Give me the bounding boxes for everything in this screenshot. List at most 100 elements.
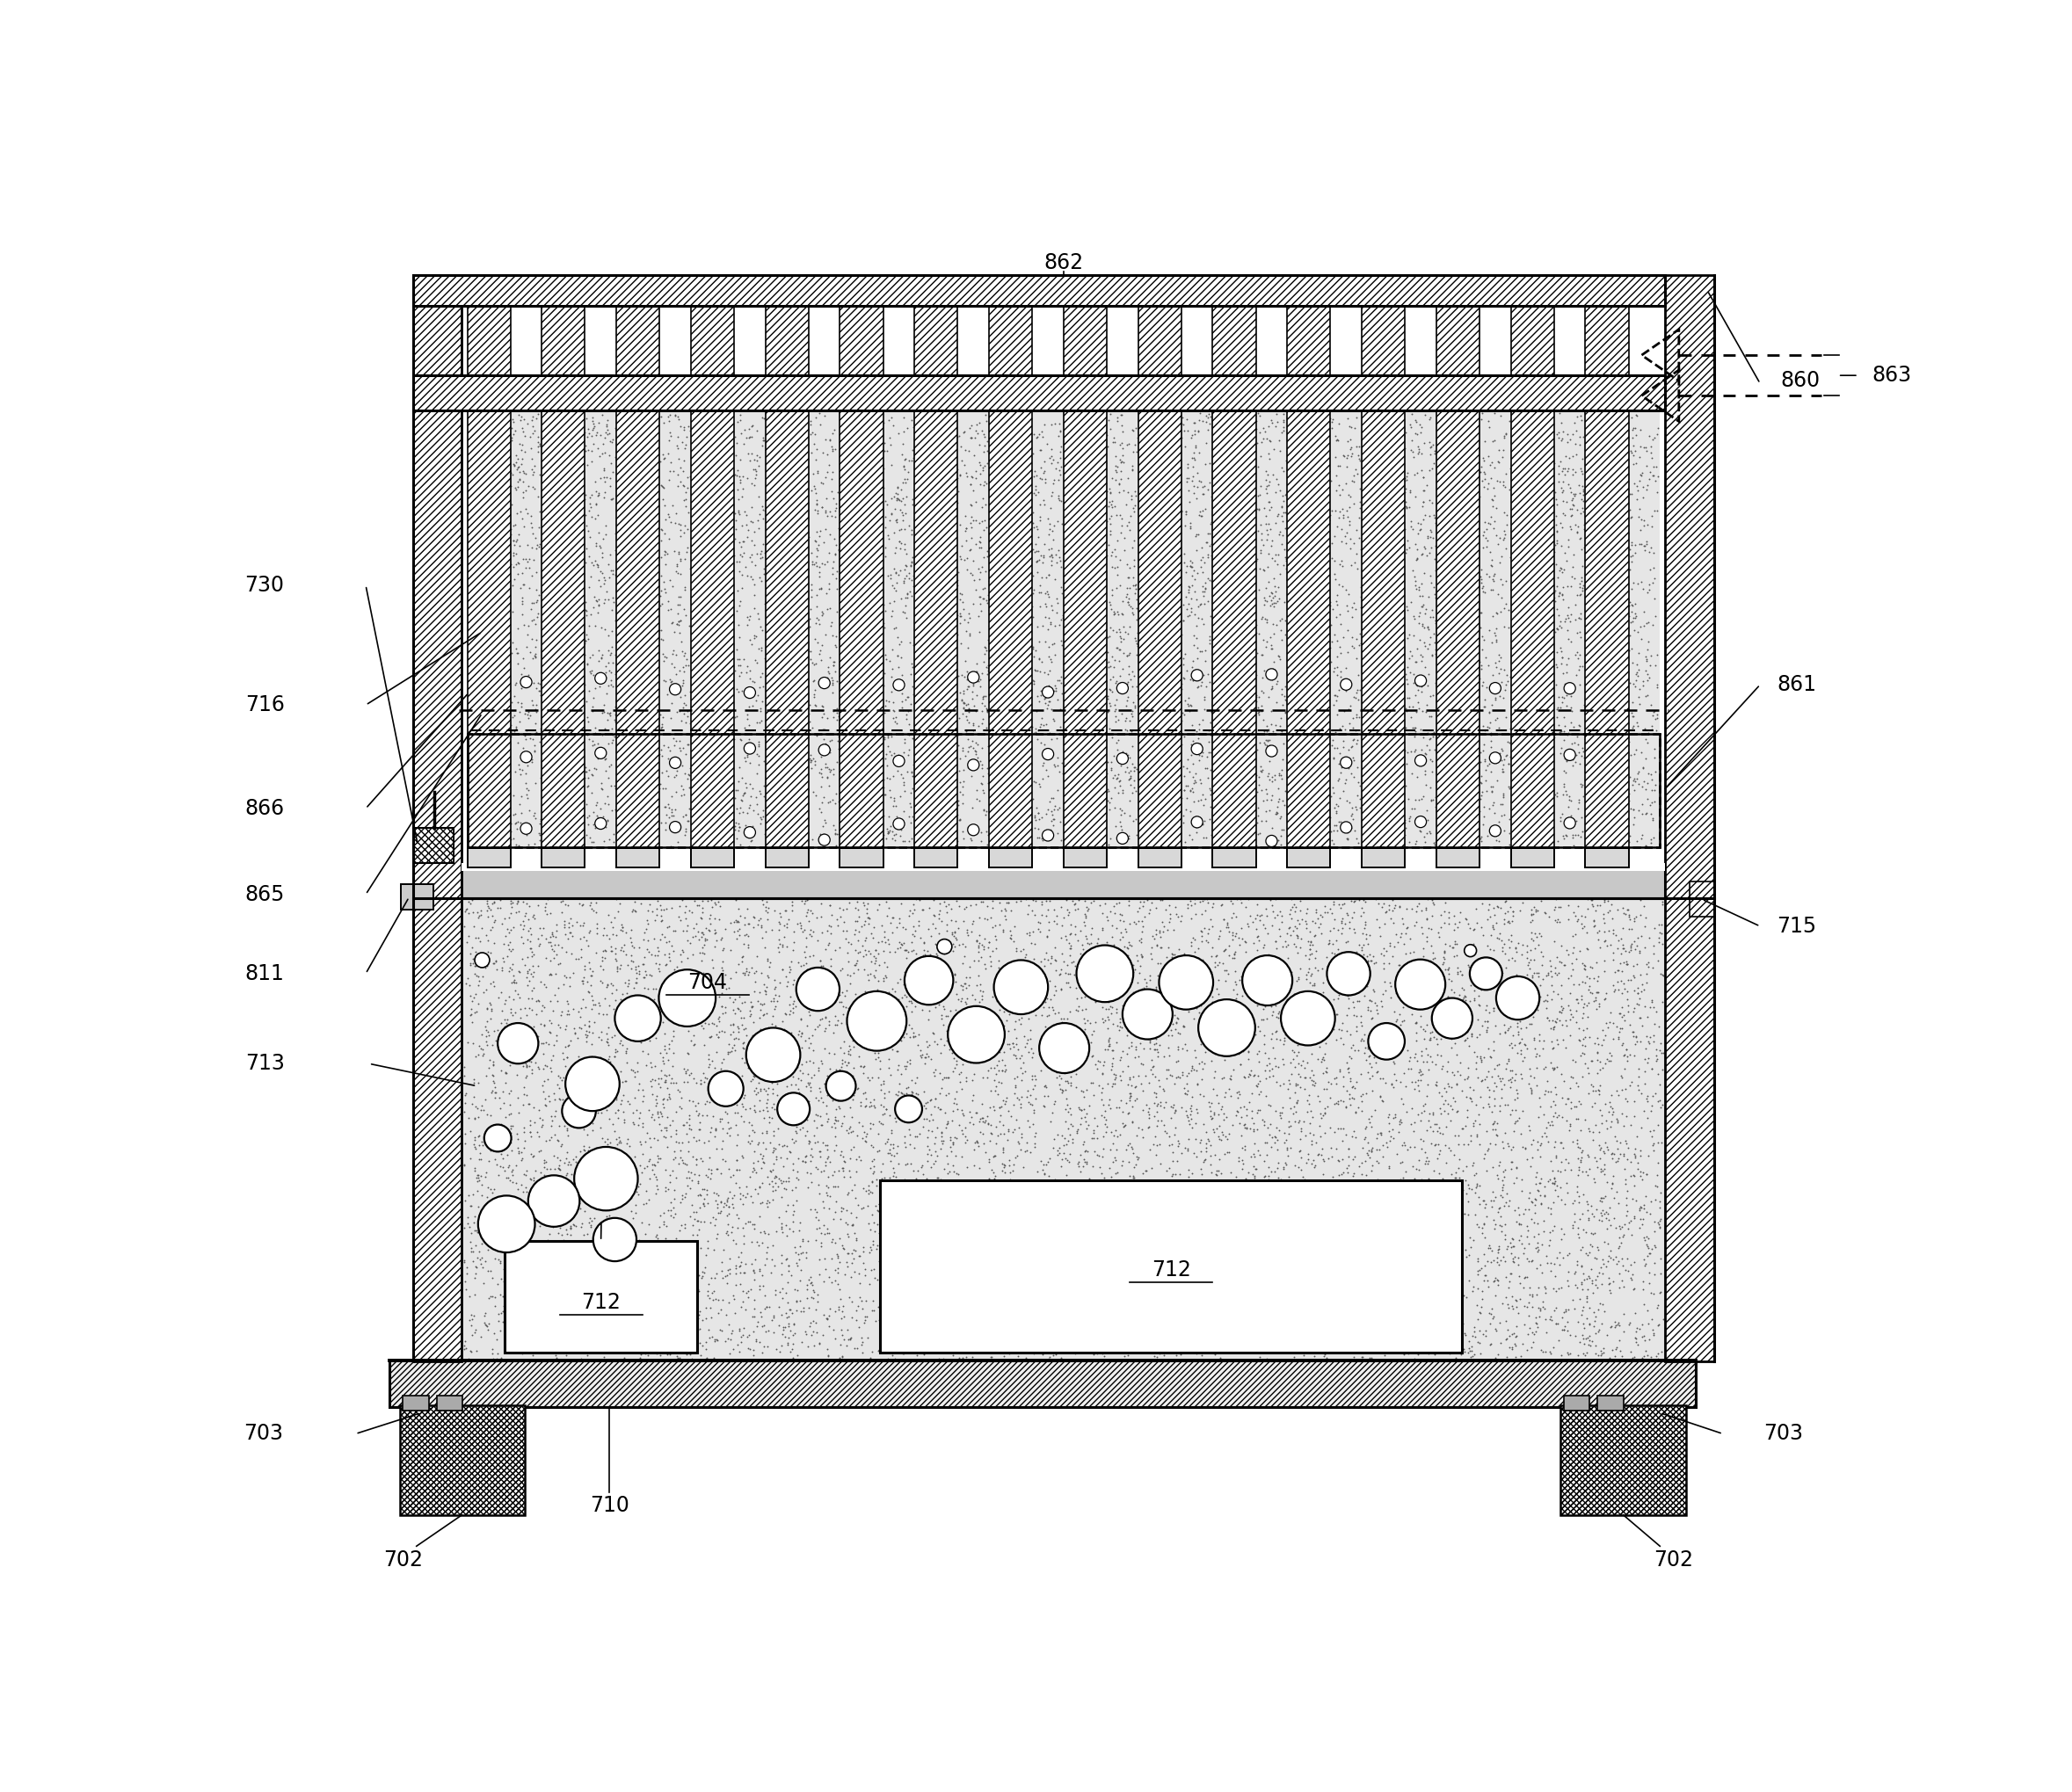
Point [798, 996, 831, 1025]
Point [1015, 633, 1048, 661]
Point [968, 1129, 1001, 1158]
Point [1587, 900, 1620, 928]
Point [506, 735, 539, 763]
Point [1343, 432, 1376, 461]
Point [1305, 1059, 1339, 1088]
Point [1225, 1093, 1258, 1122]
Point [1080, 1244, 1113, 1272]
Point [1587, 634, 1620, 663]
Point [748, 1075, 781, 1104]
Point [812, 1342, 845, 1371]
Point [663, 453, 696, 482]
Point [918, 794, 951, 823]
Point [1026, 751, 1059, 780]
Point [1643, 1036, 1676, 1064]
Point [887, 1081, 920, 1109]
Point [804, 573, 837, 602]
Point [497, 912, 530, 941]
Point [1506, 1274, 1539, 1303]
Point [982, 1247, 1015, 1276]
Point [551, 987, 584, 1016]
Point [1569, 532, 1602, 561]
Point [1438, 1163, 1471, 1192]
Point [599, 414, 632, 443]
Point [1595, 1161, 1629, 1190]
Point [541, 597, 574, 625]
Point [1051, 1301, 1084, 1330]
Point [1084, 480, 1117, 509]
Point [1235, 907, 1268, 935]
Point [557, 599, 591, 627]
Point [1631, 1142, 1664, 1170]
Point [495, 1167, 528, 1195]
Point [520, 534, 553, 563]
Point [1598, 720, 1631, 749]
Point [1009, 720, 1042, 749]
Point [1270, 1125, 1303, 1154]
Point [872, 688, 905, 717]
Point [978, 978, 1011, 1007]
Point [1535, 1093, 1569, 1122]
Point [1378, 611, 1411, 640]
Point [1423, 814, 1457, 842]
Point [1048, 550, 1082, 579]
Point [518, 731, 551, 760]
Point [1179, 889, 1212, 918]
Point [1202, 573, 1235, 602]
Point [862, 1039, 895, 1068]
Point [961, 1004, 995, 1032]
Point [1225, 1190, 1258, 1219]
Point [603, 754, 636, 783]
Point [1330, 1174, 1363, 1202]
Point [1208, 419, 1241, 448]
Point [715, 444, 748, 473]
Point [1558, 564, 1591, 593]
Point [539, 704, 572, 733]
Point [837, 751, 870, 780]
Point [1380, 704, 1413, 733]
Point [941, 1181, 974, 1210]
Point [1372, 405, 1405, 434]
Point [1148, 826, 1181, 855]
Point [1488, 613, 1521, 642]
Point [1515, 925, 1548, 953]
Point [547, 1086, 580, 1115]
Point [1167, 403, 1200, 432]
Point [738, 1098, 771, 1127]
Point [665, 993, 698, 1021]
Point [1355, 525, 1388, 554]
Point [1177, 1292, 1210, 1321]
Point [1620, 735, 1653, 763]
Point [1135, 726, 1169, 754]
Point [779, 1116, 812, 1145]
Point [686, 480, 719, 509]
Point [924, 1095, 957, 1124]
Point [1241, 991, 1274, 1020]
Point [634, 556, 667, 584]
Point [731, 797, 765, 826]
Point [1034, 887, 1067, 916]
Point [667, 1111, 700, 1140]
Point [760, 733, 794, 762]
Point [1473, 1041, 1506, 1070]
Point [1339, 1314, 1372, 1342]
Point [1461, 495, 1494, 523]
Point [1438, 817, 1471, 846]
Point [572, 516, 605, 545]
Point [512, 547, 545, 575]
Point [1278, 545, 1312, 573]
Point [818, 1267, 852, 1296]
Point [1544, 400, 1577, 428]
Point [1216, 740, 1249, 769]
Point [1245, 425, 1278, 453]
Point [1220, 883, 1254, 912]
Point [1641, 1172, 1674, 1201]
Point [990, 737, 1024, 765]
Point [947, 418, 980, 446]
Point [1256, 697, 1289, 726]
Point [974, 464, 1007, 493]
Point [682, 1167, 715, 1195]
Point [593, 1330, 626, 1358]
Point [752, 527, 785, 556]
Circle shape [847, 991, 908, 1050]
